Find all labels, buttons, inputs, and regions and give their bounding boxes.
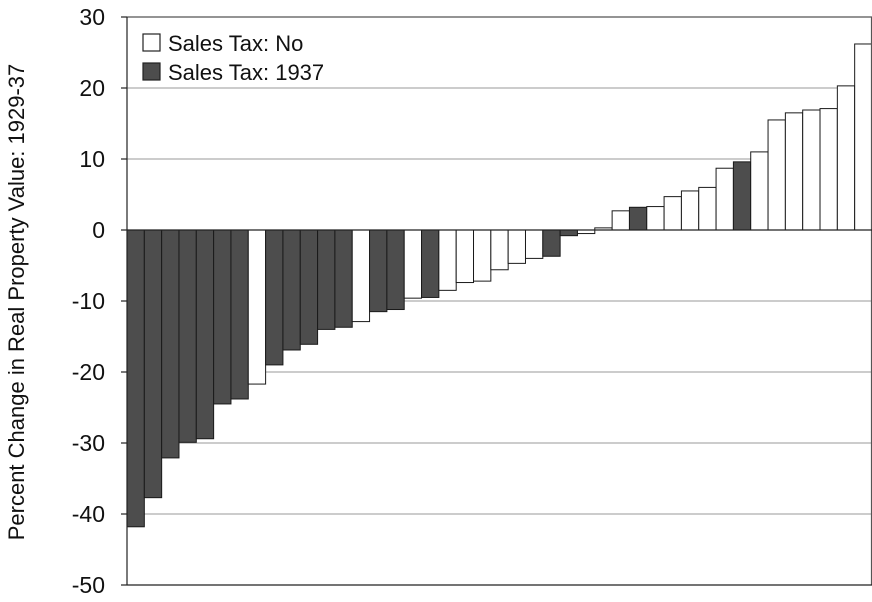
bar: [698, 186, 717, 231]
y-tick-label: -40: [72, 501, 105, 527]
bar: [126, 229, 145, 528]
bar: [524, 229, 544, 259]
legend-label-1937: Sales Tax: 1937: [168, 60, 324, 85]
y-tick-label: -10: [72, 288, 105, 314]
bar: [403, 229, 423, 299]
bar: [317, 229, 336, 330]
bar: [732, 161, 752, 231]
bar: [386, 229, 405, 311]
bar: [473, 229, 492, 282]
legend-swatch-1937: [142, 62, 161, 81]
bar: [628, 206, 648, 231]
bar: [282, 229, 301, 351]
y-tick-label: -30: [72, 430, 105, 456]
bar: [334, 229, 353, 328]
bar: [421, 229, 440, 298]
legend: Sales Tax: No Sales Tax: 1937: [137, 28, 377, 86]
bar: [559, 229, 578, 237]
bar: [213, 229, 232, 405]
bar: [646, 206, 665, 231]
bar: [490, 229, 509, 271]
bars: [126, 43, 872, 528]
bar: [507, 229, 526, 264]
bar: [542, 229, 561, 257]
legend-background: [137, 28, 377, 86]
bar: [750, 151, 769, 231]
y-tick-label: 10: [79, 146, 105, 172]
bar: [178, 229, 197, 443]
bar: [299, 229, 319, 345]
bar: [247, 229, 267, 385]
bar: [819, 108, 838, 231]
bar: [195, 229, 215, 440]
bar: [767, 119, 786, 231]
bar: [230, 229, 249, 400]
bar: [854, 43, 872, 231]
bar: [351, 229, 371, 323]
bar: [836, 85, 856, 231]
legend-label-no: Sales Tax: No: [168, 31, 303, 56]
legend-swatch-no: [142, 33, 161, 52]
y-tick-label: 0: [92, 217, 105, 243]
bar: [143, 229, 163, 499]
bar: [680, 190, 700, 231]
bar: [611, 210, 630, 231]
bar: [438, 229, 457, 291]
bar: [265, 229, 284, 366]
bar: [802, 109, 821, 231]
bar: [784, 112, 804, 231]
bar: [161, 229, 180, 459]
y-tick-label: 20: [79, 75, 105, 101]
y-tick-label: -50: [72, 572, 105, 598]
y-tick-labels: 30 20 10 0 -10 -20 -30 -40 -50: [72, 4, 105, 598]
bar: [715, 167, 734, 231]
bar: [369, 229, 388, 313]
bar: [455, 229, 475, 284]
y-tick-label: -20: [72, 359, 105, 385]
bar: [663, 196, 682, 231]
y-tick-label: 30: [79, 4, 105, 30]
y-axis-title: Percent Change in Real Property Value: 1…: [4, 64, 29, 541]
